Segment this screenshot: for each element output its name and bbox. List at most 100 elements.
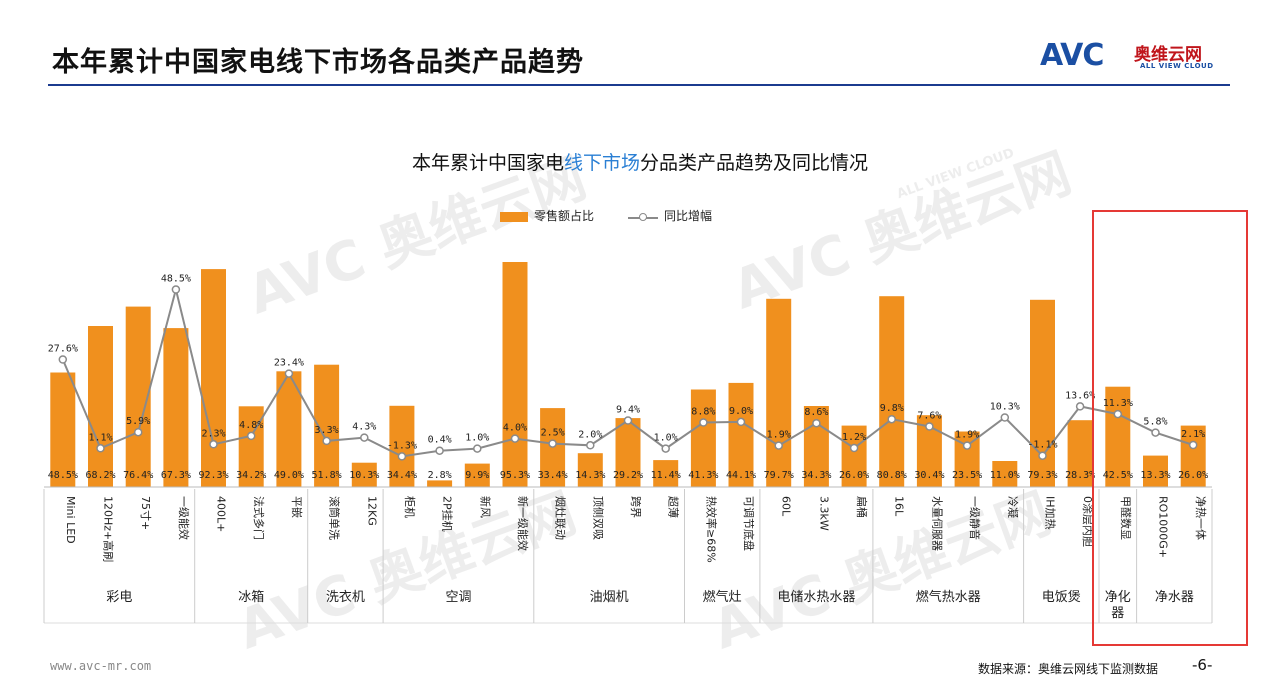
growth-data-label: 1.1% [88, 432, 112, 443]
growth-point [1000, 413, 1010, 422]
x-tick-label: RO1000G+ [1157, 496, 1170, 558]
share-data-label: 26.0% [1178, 470, 1208, 481]
growth-data-label: 10.3% [990, 401, 1020, 412]
legend-bar-swatch [500, 211, 528, 222]
growth-data-label: 23.4% [274, 358, 304, 369]
x-tick-label: 冷凝 [1006, 496, 1020, 518]
x-tick-label: 水量伺服器 [930, 496, 943, 551]
share-data-label: 34.3% [801, 470, 831, 481]
growth-point [1188, 440, 1198, 450]
bar-share [690, 389, 716, 487]
share-data-label: 11.0% [990, 470, 1020, 481]
bar-share [276, 371, 302, 487]
x-tick-label: Mini LED [64, 496, 77, 544]
share-data-label: 67.3% [161, 470, 191, 481]
growth-data-label: 8.8% [691, 407, 715, 418]
x-tick-label: 烟灶联动 [554, 496, 568, 540]
growth-data-label: 3.3% [315, 425, 339, 436]
footer-website: www.avc-mr.com [50, 659, 152, 673]
share-data-label: 34.2% [236, 470, 266, 481]
page-number: -6- [1192, 656, 1213, 674]
highlight-box [1092, 210, 1248, 646]
growth-point [925, 422, 934, 431]
bar-share [163, 328, 189, 487]
growth-point [962, 441, 972, 450]
growth-point [812, 418, 821, 428]
footer-source: 数据来源：奥维云网线下监测数据 [978, 662, 1159, 676]
share-data-label: 33.4% [538, 470, 568, 481]
chart-title-part-1: 本年累计中国家电 [411, 152, 564, 174]
group-label: 燃气灶 [703, 589, 742, 605]
x-tick-label: 16L [893, 496, 906, 517]
logo-cn: 奥维云网 [1134, 45, 1202, 65]
growth-data-label: 5.8% [1143, 417, 1167, 428]
bar-share [577, 453, 603, 487]
x-tick-label: 一级静音 [968, 496, 982, 540]
growth-point [246, 431, 256, 441]
group-label: 油烟机 [590, 590, 629, 605]
growth-point [736, 417, 746, 427]
bar-share [728, 382, 754, 487]
logo-mark: AVC [1040, 38, 1104, 73]
share-data-label: 79.3% [1027, 470, 1057, 481]
x-tick-label: 超薄 [667, 496, 681, 518]
share-data-label: 76.4% [123, 470, 153, 481]
share-data-label: 48.5% [48, 470, 78, 481]
growth-data-label: 11.3% [1103, 398, 1133, 409]
legend-label-growth: 同比增幅 [664, 209, 713, 223]
growth-point [435, 446, 444, 455]
group-label: 电储水热水器 [777, 590, 855, 605]
x-tick-label: 3.3kW [817, 496, 830, 531]
growth-data-label: 13.6% [1065, 390, 1095, 401]
growth-point [548, 439, 557, 448]
growth-point [58, 355, 68, 364]
share-data-label: 41.3% [688, 470, 718, 481]
group-label: 洗衣机 [326, 589, 365, 605]
bar-share [201, 269, 226, 487]
growth-point [887, 414, 896, 424]
share-data-label: 14.3% [575, 470, 605, 481]
x-tick-label: 新一级能效 [516, 496, 530, 551]
share-data-label: 42.5% [1103, 470, 1133, 481]
growth-data-label: 2.3% [202, 428, 226, 439]
x-tick-label: 法式多门 [252, 496, 266, 540]
legend-item-growth: 同比增幅 [628, 207, 712, 224]
bar-share [1143, 455, 1168, 487]
growth-point [209, 440, 218, 449]
title-rule [48, 84, 1230, 86]
group-label: 燃气热水器 [916, 589, 981, 605]
share-data-label: 29.2% [613, 470, 643, 481]
growth-data-label: -1.3% [387, 440, 417, 451]
bar-share [389, 405, 415, 487]
growth-data-label: 9.8% [880, 403, 904, 414]
x-tick-label: IH加热 [1044, 496, 1057, 530]
bar-share [502, 262, 528, 487]
growth-data-label: 1.9% [955, 430, 979, 441]
group-label: 净化 [1105, 590, 1131, 605]
chart-title-highlight: 线下市场 [563, 152, 640, 174]
x-tick-label: 2P挂机 [441, 496, 455, 532]
bar-share [615, 418, 641, 487]
growth-point [849, 443, 859, 453]
growth-point [133, 427, 143, 437]
bar-share [1067, 420, 1093, 487]
growth-data-label: 2.5% [541, 428, 565, 439]
x-tick-label: 柜机 [403, 496, 417, 518]
growth-point [284, 369, 294, 378]
share-data-label: 26.0% [839, 470, 869, 481]
share-data-label: 80.8% [877, 470, 907, 481]
x-tick-label: 12KG [365, 496, 378, 526]
share-data-label: 79.7% [764, 470, 794, 481]
bar-share [766, 298, 792, 487]
growth-point [360, 433, 369, 442]
growth-data-label: 2.0% [578, 429, 602, 440]
growth-data-label: 4.8% [239, 420, 263, 431]
growth-point [322, 436, 331, 446]
avc-logo: AVC 奥维云网 ALL VIEW CLOUD [1040, 38, 1230, 74]
x-tick-label: 400L+ [215, 496, 228, 532]
share-data-label: 68.2% [85, 470, 115, 481]
share-data-label: 10.3% [349, 470, 379, 481]
x-tick-label: 顶侧双吸 [591, 496, 604, 540]
growth-point [1075, 402, 1085, 411]
